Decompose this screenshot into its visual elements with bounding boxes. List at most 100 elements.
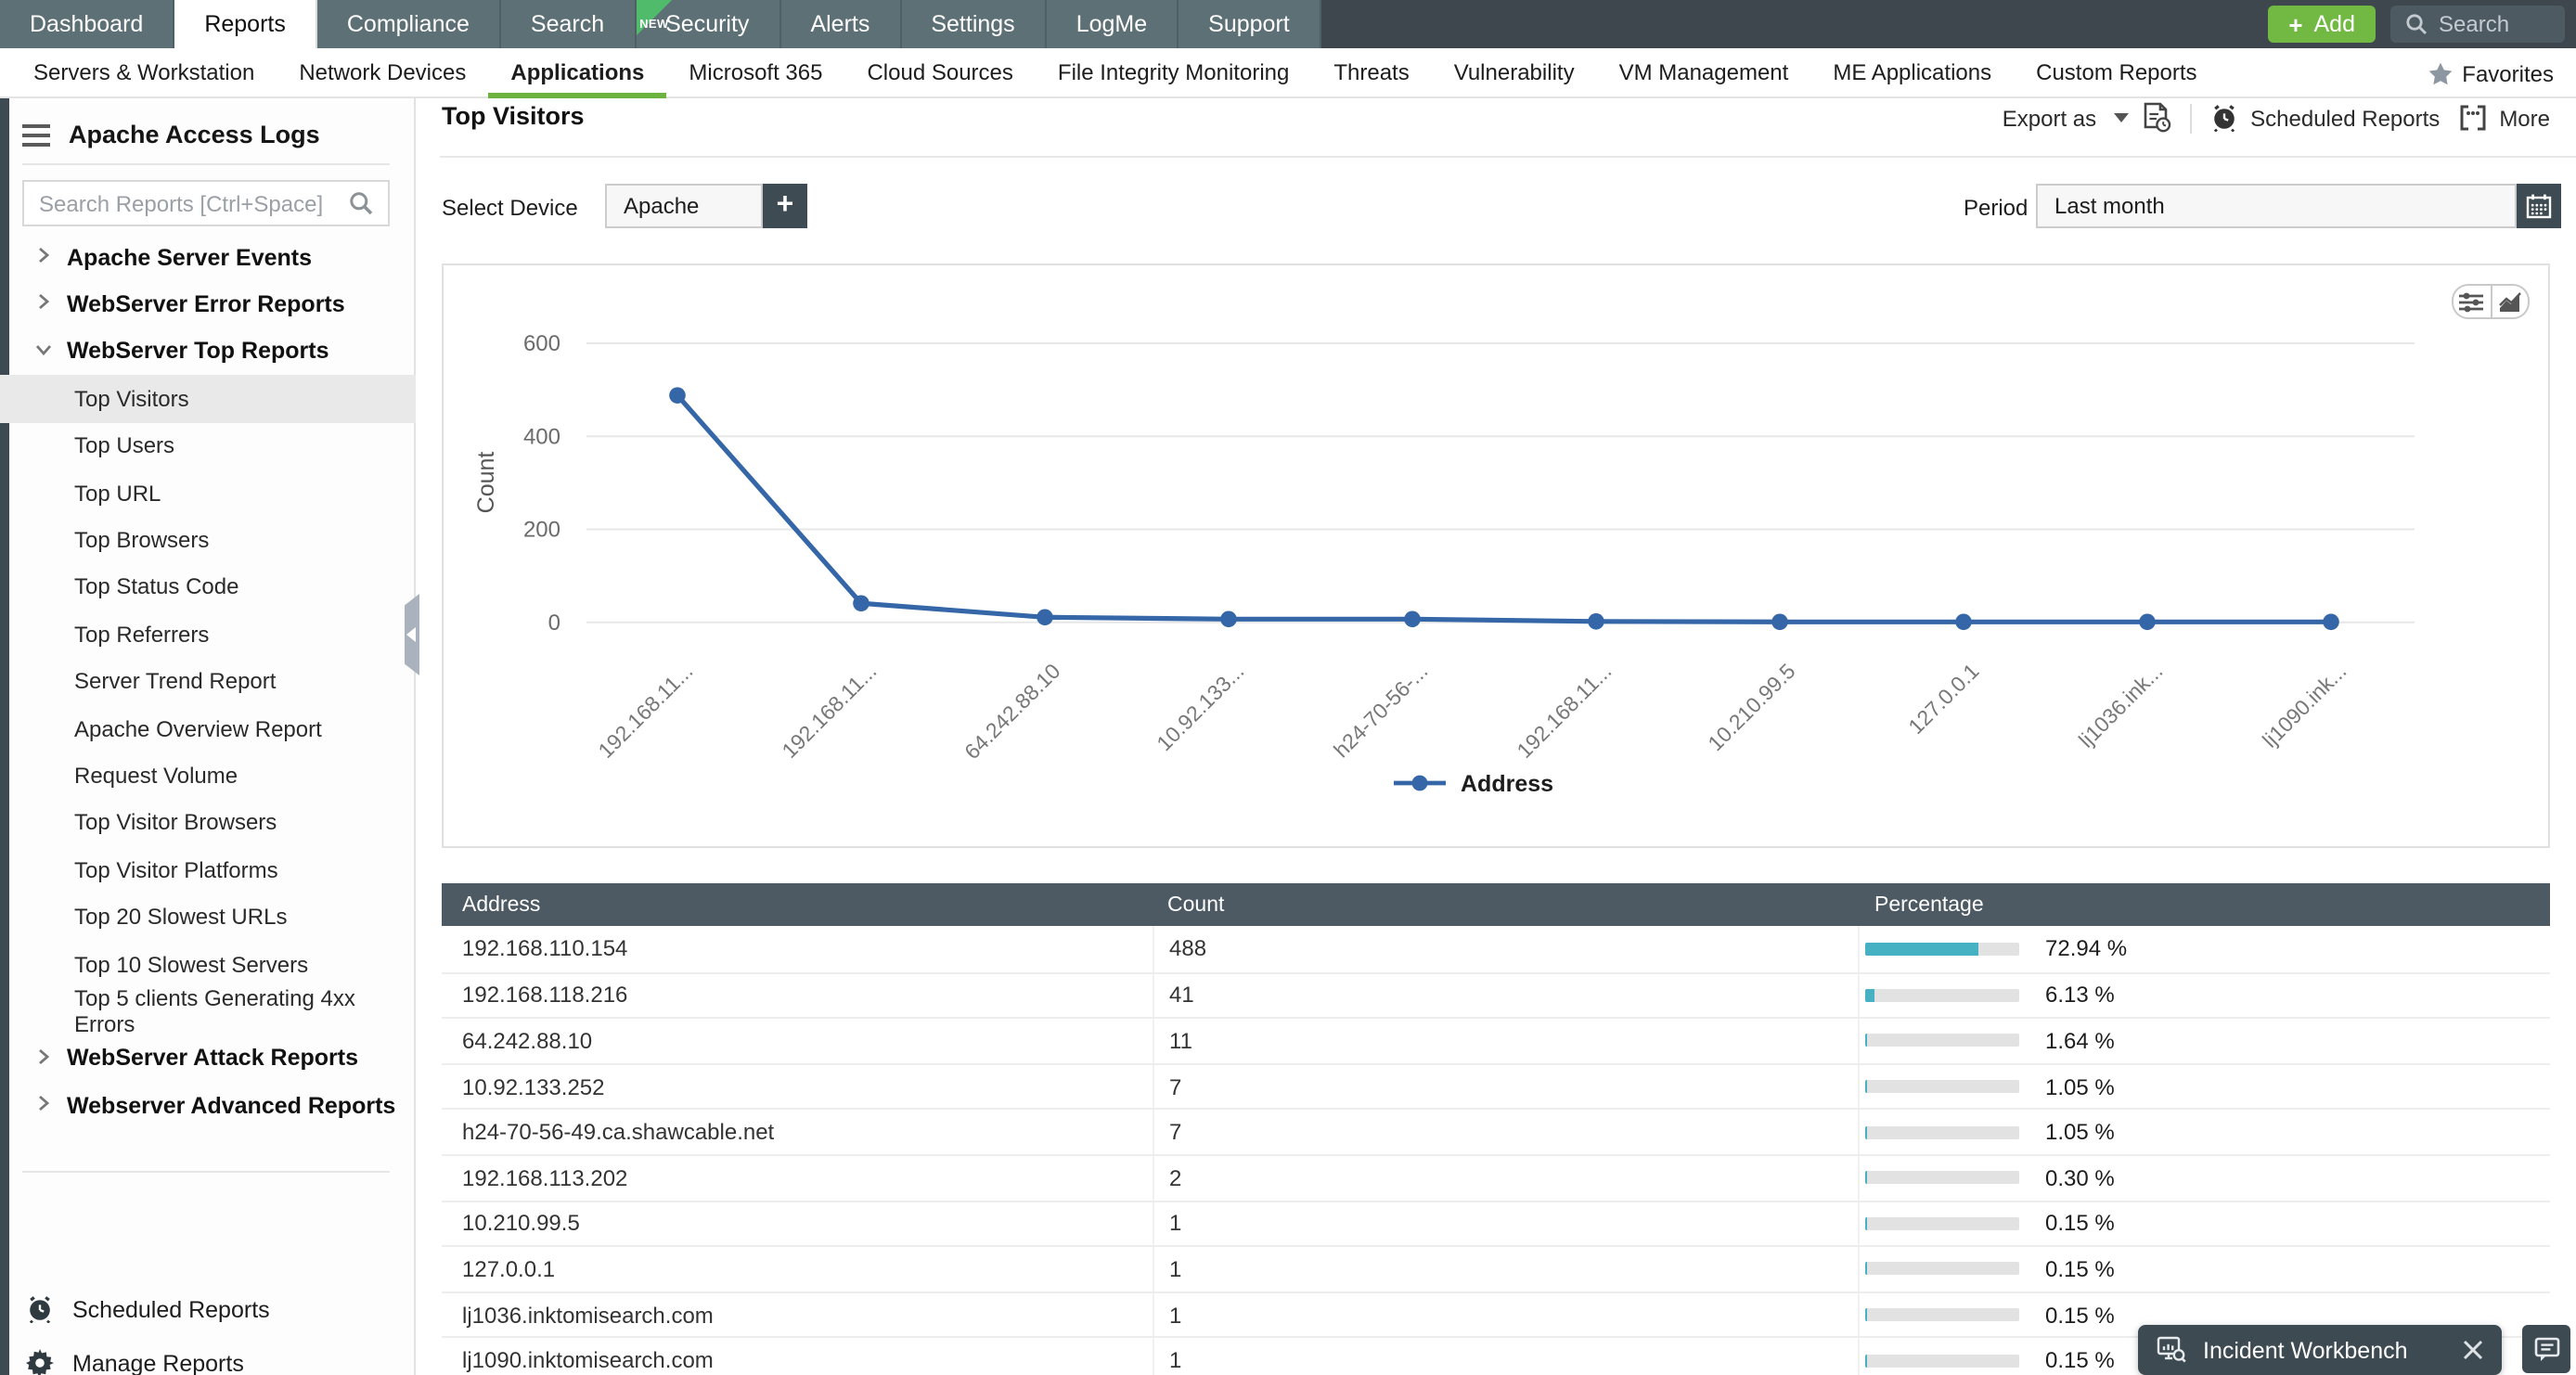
- tree-item-top-10-slowest-servers[interactable]: Top 10 Slowest Servers: [0, 941, 416, 988]
- tree-item-request-volume[interactable]: Request Volume: [0, 752, 416, 800]
- tree-item-top-visitor-browsers[interactable]: Top Visitor Browsers: [0, 799, 416, 846]
- top-tab-label: LogMe: [1075, 11, 1148, 37]
- feedback-button[interactable]: [2522, 1325, 2570, 1373]
- tree-item-label: Top Visitor Platforms: [74, 856, 278, 883]
- add-device-button[interactable]: +: [763, 184, 807, 228]
- cell-percentage: 1.05 %: [1858, 1110, 2550, 1154]
- sidebar-collapse-handle[interactable]: [405, 594, 419, 675]
- cell-address: 192.168.110.154: [462, 935, 628, 962]
- sidebar-scheduled-reports[interactable]: Scheduled Reports: [26, 1295, 270, 1323]
- incident-workbench-toast[interactable]: Incident Workbench: [2138, 1325, 2502, 1375]
- tree-item-top-browsers[interactable]: Top Browsers: [0, 517, 416, 564]
- top-tab-security[interactable]: NEW Security: [636, 0, 781, 48]
- tree-group-webserver-advanced-reports[interactable]: Webserver Advanced Reports: [0, 1082, 416, 1129]
- close-icon[interactable]: [2463, 1340, 2483, 1360]
- table-row[interactable]: 192.168.110.154 488 72.94 %: [442, 926, 2550, 972]
- tree-item-top-status-code[interactable]: Top Status Code: [0, 563, 416, 610]
- top-tab-logme[interactable]: LogMe: [1047, 0, 1179, 48]
- top-tab-reports[interactable]: Reports: [174, 0, 317, 48]
- subnav-item-vm-management[interactable]: VM Management: [1618, 59, 1789, 85]
- subnav-item-custom-reports[interactable]: Custom Reports: [2036, 59, 2197, 85]
- tree-item-top-20-slowest-urls[interactable]: Top 20 Slowest URLs: [0, 893, 416, 941]
- percentage-bar-track: [1865, 942, 2019, 956]
- subnav-item-servers-workstation[interactable]: Servers & Workstation: [33, 59, 255, 85]
- add-button[interactable]: + Add: [2268, 6, 2376, 43]
- percentage-bar-track: [1865, 1171, 2019, 1185]
- top-tabs: Dashboard Reports Compliance Search NEW Secur…: [0, 0, 1321, 48]
- tree-item-server-trend-report[interactable]: Server Trend Report: [0, 658, 416, 705]
- x-tick-label: 127.0.0.1: [1903, 659, 1983, 739]
- data-point[interactable]: [669, 387, 686, 404]
- data-point[interactable]: [1771, 613, 1788, 631]
- tree-item-top-url[interactable]: Top URL: [0, 469, 416, 517]
- data-point[interactable]: [2323, 613, 2339, 631]
- table-row[interactable]: 127.0.0.1 1 0.15 %: [442, 1245, 2550, 1291]
- data-point[interactable]: [853, 595, 869, 612]
- favorites-button[interactable]: Favorites: [2427, 48, 2554, 98]
- top-tab-settings[interactable]: Settings: [901, 0, 1047, 48]
- chart-type-button[interactable]: [2490, 286, 2528, 317]
- subnav-item-threats[interactable]: Threats: [1333, 59, 1410, 85]
- report-actions: Export as Scheduled Reports More: [2003, 102, 2550, 134]
- top-tab-search[interactable]: Search: [501, 0, 637, 48]
- top-tab-support[interactable]: Support: [1179, 0, 1321, 48]
- data-point[interactable]: [2139, 613, 2156, 631]
- table-row[interactable]: h24-70-56-49.ca.shawcable.net 7 1.05 %: [442, 1108, 2550, 1154]
- more-icon: [2459, 105, 2485, 131]
- cell-count: 2: [1153, 1155, 1858, 1201]
- tree-group-webserver-attack-reports[interactable]: WebServer Attack Reports: [0, 1034, 416, 1082]
- table-row[interactable]: 192.168.118.216 41 6.13 %: [442, 971, 2550, 1018]
- tree-item-top-visitor-platforms[interactable]: Top Visitor Platforms: [0, 846, 416, 893]
- cell-count: 41: [1153, 973, 1858, 1018]
- tree-item-top-referrers[interactable]: Top Referrers: [0, 610, 416, 658]
- scheduled-reports-button[interactable]: Scheduled Reports: [2209, 104, 2440, 132]
- tree-group-webserver-error-reports[interactable]: WebServer Error Reports: [0, 281, 416, 328]
- export-as-button[interactable]: Export as: [2003, 102, 2170, 134]
- cell-count: 1: [1153, 1247, 1858, 1291]
- sliders-icon: [2459, 291, 2484, 312]
- export-schedule-icon[interactable]: [2141, 102, 2170, 134]
- hamburger-menu-icon[interactable]: [22, 123, 50, 146]
- top-tab-dashboard[interactable]: Dashboard: [0, 0, 175, 48]
- table-row[interactable]: 64.242.88.10 11 1.64 %: [442, 1017, 2550, 1063]
- data-point[interactable]: [1037, 609, 1053, 626]
- subnav-item-applications[interactable]: Applications: [488, 48, 667, 98]
- top-tab-alerts[interactable]: Alerts: [780, 0, 902, 48]
- chevron-right-icon: [35, 1047, 52, 1064]
- subnav-item-vulnerability[interactable]: Vulnerability: [1453, 59, 1575, 85]
- tree-item-label: Top Referrers: [74, 621, 210, 648]
- tree-group-apache-server-events[interactable]: Apache Server Events: [0, 234, 416, 281]
- subnav-item-network-devices[interactable]: Network Devices: [299, 59, 467, 85]
- data-point[interactable]: [1404, 610, 1421, 628]
- top-tab-compliance[interactable]: Compliance: [317, 0, 501, 48]
- report-search-input[interactable]: Search Reports [Ctrl+Space]: [22, 180, 390, 226]
- tree-item-apache-overview-report[interactable]: Apache Overview Report: [0, 705, 416, 752]
- table-row[interactable]: 192.168.113.202 2 0.30 %: [442, 1153, 2550, 1201]
- sidebar-footer-divider: [22, 1171, 390, 1173]
- legend-label[interactable]: Address: [1461, 771, 1553, 797]
- report-category-nav: Servers & Workstation Network Devices Appl…: [0, 48, 2576, 98]
- device-select[interactable]: Apache: [605, 184, 763, 228]
- table-row[interactable]: 10.210.99.5 1 0.15 %: [442, 1200, 2550, 1246]
- period-select[interactable]: Last month: [2036, 184, 2517, 228]
- more-button[interactable]: More: [2458, 104, 2550, 132]
- subnav-item-file-integrity-monitoring[interactable]: File Integrity Monitoring: [1057, 59, 1290, 85]
- percentage-value: 1.64 %: [2045, 1027, 2115, 1054]
- subnav-item-microsoft-365[interactable]: Microsoft 365: [689, 59, 823, 85]
- tree-group-webserver-top-reports[interactable]: WebServer Top Reports: [0, 328, 416, 376]
- tree-item-top-users[interactable]: Top Users: [0, 422, 416, 469]
- calendar-button[interactable]: [2517, 184, 2561, 228]
- data-point[interactable]: [1955, 613, 1972, 631]
- tree-item-top-visitors[interactable]: Top Visitors: [0, 375, 416, 423]
- sidebar-manage-reports[interactable]: Manage Reports: [26, 1349, 244, 1375]
- data-point[interactable]: [1588, 612, 1604, 630]
- global-search-input[interactable]: Search: [2390, 6, 2565, 43]
- subnav-item-me-applications[interactable]: ME Applications: [1833, 59, 1992, 85]
- table-row[interactable]: 10.92.133.252 7 1.05 %: [442, 1062, 2550, 1109]
- top-visitors-line-chart: 0 200 400 600 Count 192.168.11... 192.168.11..…: [473, 331, 2415, 797]
- tree-item-top-5-clients-generating-4xx-errors[interactable]: Top 5 clients Generating 4xx Errors: [0, 985, 416, 1037]
- subnav-item-cloud-sources[interactable]: Cloud Sources: [867, 59, 1013, 85]
- cell-percentage: 72.94 %: [1858, 926, 2550, 972]
- chart-settings-button[interactable]: [2454, 286, 2491, 317]
- data-point[interactable]: [1220, 610, 1237, 628]
